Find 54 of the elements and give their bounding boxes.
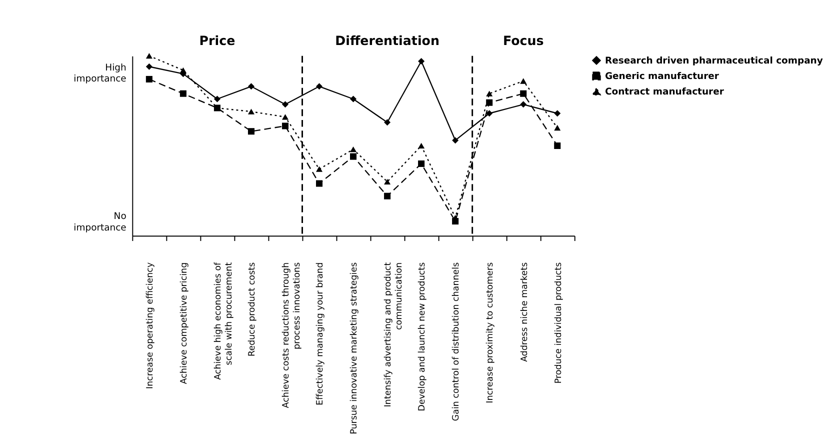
point [384,192,391,200]
point [418,58,425,64]
x-tick-label: Increase proximity to customers [486,262,496,404]
x-tick-label: Effectively managing your brand [316,262,326,406]
point [418,160,425,167]
point [316,180,323,187]
point [248,83,254,90]
point [146,76,152,82]
point [248,128,254,135]
point [316,83,323,90]
point [282,101,288,108]
legend-label: Generic manufacturer [604,70,720,82]
point [350,153,357,160]
text: No importance [74,211,127,234]
point [350,96,357,102]
legend-label: Research driven pharmaceutical company [604,55,823,66]
point [520,78,527,84]
point [554,124,561,131]
point [316,166,323,172]
x-tick-label: Increase operating efficiency [146,262,156,389]
point [520,101,527,108]
legend-label: Contract manufacturer [604,86,724,98]
point [486,90,493,96]
text: High importance [74,62,127,85]
x-tick-label: Produce individual products [554,262,564,384]
point [418,142,425,149]
point [486,110,493,117]
point [146,63,152,70]
point [384,178,391,185]
x-tick-label: Develop and launch new products [418,262,428,412]
point [486,99,493,106]
x-tick-label: Reduce product costs [248,262,258,356]
point [350,146,357,152]
text: Differentiation [335,33,440,48]
x-tick-label: Address niche markets [520,262,530,362]
point [554,110,561,117]
x-tick-label: Gain control of distribution channels [452,262,462,422]
point [384,119,391,126]
point [282,122,288,130]
point [214,96,220,102]
text: Focus [502,33,544,48]
x-tick-label: Achieve high economies of scale with procurement [214,261,234,380]
point [146,53,152,59]
point [520,90,527,97]
x-tick-label: Achieve competitive pricing [180,262,190,384]
point [180,67,186,74]
point [180,90,186,97]
point [248,108,254,114]
text: Price [199,33,236,48]
point [452,137,459,144]
x-tick-label: Pursue innovative marketing strategies [350,262,360,434]
point [282,114,288,120]
point [554,142,561,149]
x-tick-label: Intensify advertising and product communication [384,262,404,408]
